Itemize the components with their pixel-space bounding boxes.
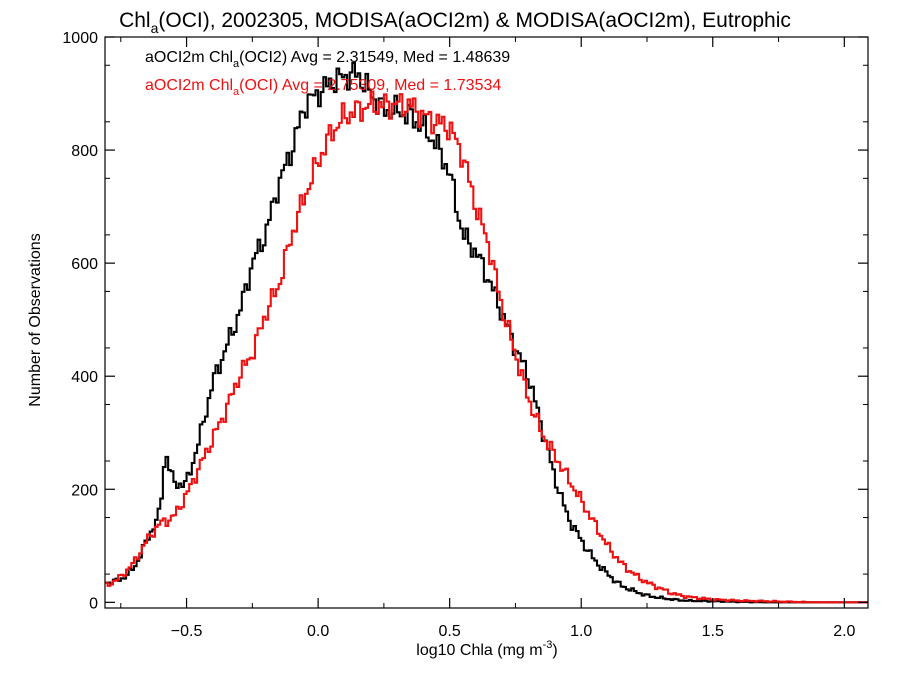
y-tick-label: 600 [71, 256, 98, 273]
series-line-2 [105, 90, 868, 604]
legend: aOCI2m Chla(OCI2) Avg = 2.31549, Med = 1… [145, 49, 510, 98]
x-tick-label: 2.0 [833, 623, 855, 640]
x-tick-label: 1.0 [570, 623, 592, 640]
y-tick-label: 200 [71, 482, 98, 499]
series-line-1 [105, 61, 868, 604]
x-axis-label: log10 Chla (mg m-3) [416, 639, 557, 659]
x-tick-label: −0.5 [171, 623, 203, 640]
y-tick-label: 0 [89, 595, 98, 612]
chart-title: Chla(OCI), 2002305, MODISA(aOCI2m) & MOD… [119, 9, 791, 36]
axes: −0.5 0.0 0.5 1.0 1.5 2.0 0 200 400 600 800 1000 [62, 30, 868, 640]
x-tick-label: 0.5 [439, 623, 461, 640]
y-tick-label: 400 [71, 369, 98, 386]
y-axis-label: Number of Observations [27, 233, 44, 406]
x-tick-label: 0.0 [307, 623, 329, 640]
legend-entry-1: aOCI2m Chla(OCI2) Avg = 2.31549, Med = 1… [145, 49, 510, 70]
y-tick-label: 1000 [62, 30, 98, 47]
y-tick-label: 800 [71, 143, 98, 160]
plot-area [105, 61, 868, 604]
x-tick-label: 1.5 [702, 623, 724, 640]
legend-entry-2: aOCI2m Chla(OCI) Avg = 2.75309, Med = 1.… [145, 77, 501, 98]
plot-frame [104, 36, 869, 609]
